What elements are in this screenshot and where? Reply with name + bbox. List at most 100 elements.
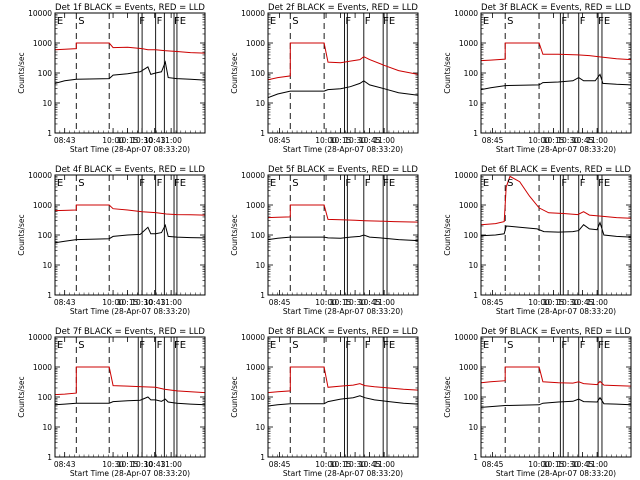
chart-title: Det 8f BLACK = Events, RED = LLD <box>268 327 418 337</box>
x-tick-label: 11:00 <box>586 460 608 469</box>
segment-marker-label: F <box>157 178 163 189</box>
y-tick-label: 1 <box>473 453 478 462</box>
plot-area <box>55 13 205 133</box>
x-tick-label: 08:45 <box>482 298 504 307</box>
y-tick-label: 1 <box>260 129 265 138</box>
segment-marker-label: S <box>507 178 513 189</box>
y-tick-label: 10000 <box>28 333 52 342</box>
y-tick-label: 10 <box>468 261 478 270</box>
x-axis-label: Start Time (28-Apr-07 08:33:20) <box>283 307 403 316</box>
y-tick-label: 100 <box>38 231 53 240</box>
x-tick-label: 11:00 <box>160 298 182 307</box>
segment-marker-label: E <box>57 340 63 351</box>
chart-title: Det 4f BLACK = Events, RED = LLD <box>55 165 205 175</box>
panel-det2: Det 2f BLACK = Events, RED = LLD 1 10 100 10… <box>230 3 419 154</box>
y-tick-label: 1000 <box>246 363 265 372</box>
segment-marker-label: E <box>483 178 489 189</box>
segment-marker-label: E <box>57 16 63 27</box>
x-tick-label: 10:15 <box>117 298 139 307</box>
x-axis-label: Start Time (28-Apr-07 08:33:20) <box>70 145 190 154</box>
segment-marker-label: F <box>580 178 586 189</box>
y-tick-label: 10 <box>468 423 478 432</box>
x-tick-label: 10:00 <box>315 298 337 307</box>
events-series-line <box>481 396 631 408</box>
x-tick-label: 08:45 <box>482 460 504 469</box>
x-tick-label: 08:45 <box>482 136 504 145</box>
panel-det6: Det 6f BLACK = Events, RED = LLD 1 10 100 10… <box>443 165 632 316</box>
y-axis-label: Counts/sec <box>17 376 26 417</box>
plot-area <box>268 13 418 133</box>
segment-marker-label: E <box>483 16 489 27</box>
lld-series-line <box>55 366 205 396</box>
x-tick-label: 11:00 <box>586 298 608 307</box>
segment-marker-label: F <box>561 178 567 189</box>
y-tick-label: 10000 <box>454 333 478 342</box>
y-tick-label: 100 <box>38 69 53 78</box>
x-tick-label: 10:15 <box>117 460 139 469</box>
y-tick-label: 10 <box>42 99 52 108</box>
x-tick-label: 10:30 <box>131 460 153 469</box>
plot-area <box>268 175 418 295</box>
events-series-line <box>268 234 418 242</box>
y-tick-label: 10000 <box>454 9 478 18</box>
y-axis-label: Counts/sec <box>17 52 26 93</box>
plot-area <box>481 175 631 295</box>
plot-area <box>481 13 631 133</box>
x-tick-label: 10:15 <box>543 460 565 469</box>
segment-marker-label: S <box>292 16 298 27</box>
plot-frame <box>54 12 206 134</box>
plot-area <box>481 337 631 457</box>
segment-marker-label: F <box>580 16 586 27</box>
segment-marker-label: E <box>270 178 276 189</box>
plot-frame <box>267 12 419 134</box>
y-axis-label: Counts/sec <box>443 376 452 417</box>
x-tick-label: 10:00 <box>315 460 337 469</box>
lld-series-line <box>481 175 631 226</box>
segment-marker-label: FE <box>598 340 610 351</box>
plot-frame <box>54 336 206 458</box>
y-tick-label: 1 <box>473 291 478 300</box>
segment-marker-label: FE <box>174 16 186 27</box>
segment-marker-label: S <box>78 16 84 27</box>
lld-series-line <box>481 42 631 62</box>
y-axis-label: Counts/sec <box>443 214 452 255</box>
chart-title: Det 7f BLACK = Events, RED = LLD <box>55 327 205 337</box>
y-tick-label: 100 <box>464 393 479 402</box>
chart-title: Det 3f BLACK = Events, RED = LLD <box>481 3 631 13</box>
y-tick-label: 1000 <box>459 363 478 372</box>
x-tick-label: 10:45 <box>572 298 594 307</box>
y-tick-label: 1 <box>260 453 265 462</box>
segment-marker-label: FE <box>598 178 610 189</box>
segment-marker-label: F <box>139 178 145 189</box>
x-tick-label: 10:15 <box>117 136 139 145</box>
events-series-line <box>55 223 205 244</box>
x-tick-label: 10:00 <box>102 136 124 145</box>
segment-marker-label: FE <box>383 340 395 351</box>
y-tick-label: 10000 <box>454 171 478 180</box>
x-axis-label: Start Time (28-Apr-07 08:33:20) <box>496 145 616 154</box>
segment-marker-label: F <box>580 340 586 351</box>
x-tick-label: 10:45 <box>572 460 594 469</box>
x-tick-label: 10:30 <box>131 298 153 307</box>
x-tick-label: 11:00 <box>373 136 395 145</box>
segment-marker-label: E <box>270 16 276 27</box>
x-tick-label: 10:00 <box>315 136 337 145</box>
segment-marker-label: S <box>292 178 298 189</box>
x-tick-label: 10:30 <box>557 460 579 469</box>
plot-area <box>268 337 418 457</box>
y-tick-label: 100 <box>251 69 266 78</box>
panel-det3: Det 3f BLACK = Events, RED = LLD 1 10 100 10… <box>443 3 632 154</box>
y-tick-label: 100 <box>464 231 479 240</box>
events-series-line <box>55 60 205 84</box>
y-tick-label: 100 <box>38 393 53 402</box>
lld-series-line <box>268 42 418 81</box>
x-axis-label: Start Time (28-Apr-07 08:33:20) <box>496 469 616 478</box>
y-tick-label: 10000 <box>28 171 52 180</box>
plot-frame <box>480 336 632 458</box>
x-tick-label: 10:45 <box>359 136 381 145</box>
x-tick-label: 10:45 <box>572 136 594 145</box>
x-tick-label: 10:30 <box>102 460 124 469</box>
y-tick-label: 1000 <box>33 39 52 48</box>
chart-title: Det 9f BLACK = Events, RED = LLD <box>481 327 631 337</box>
x-axis-label: Start Time (28-Apr-07 08:33:20) <box>70 307 190 316</box>
